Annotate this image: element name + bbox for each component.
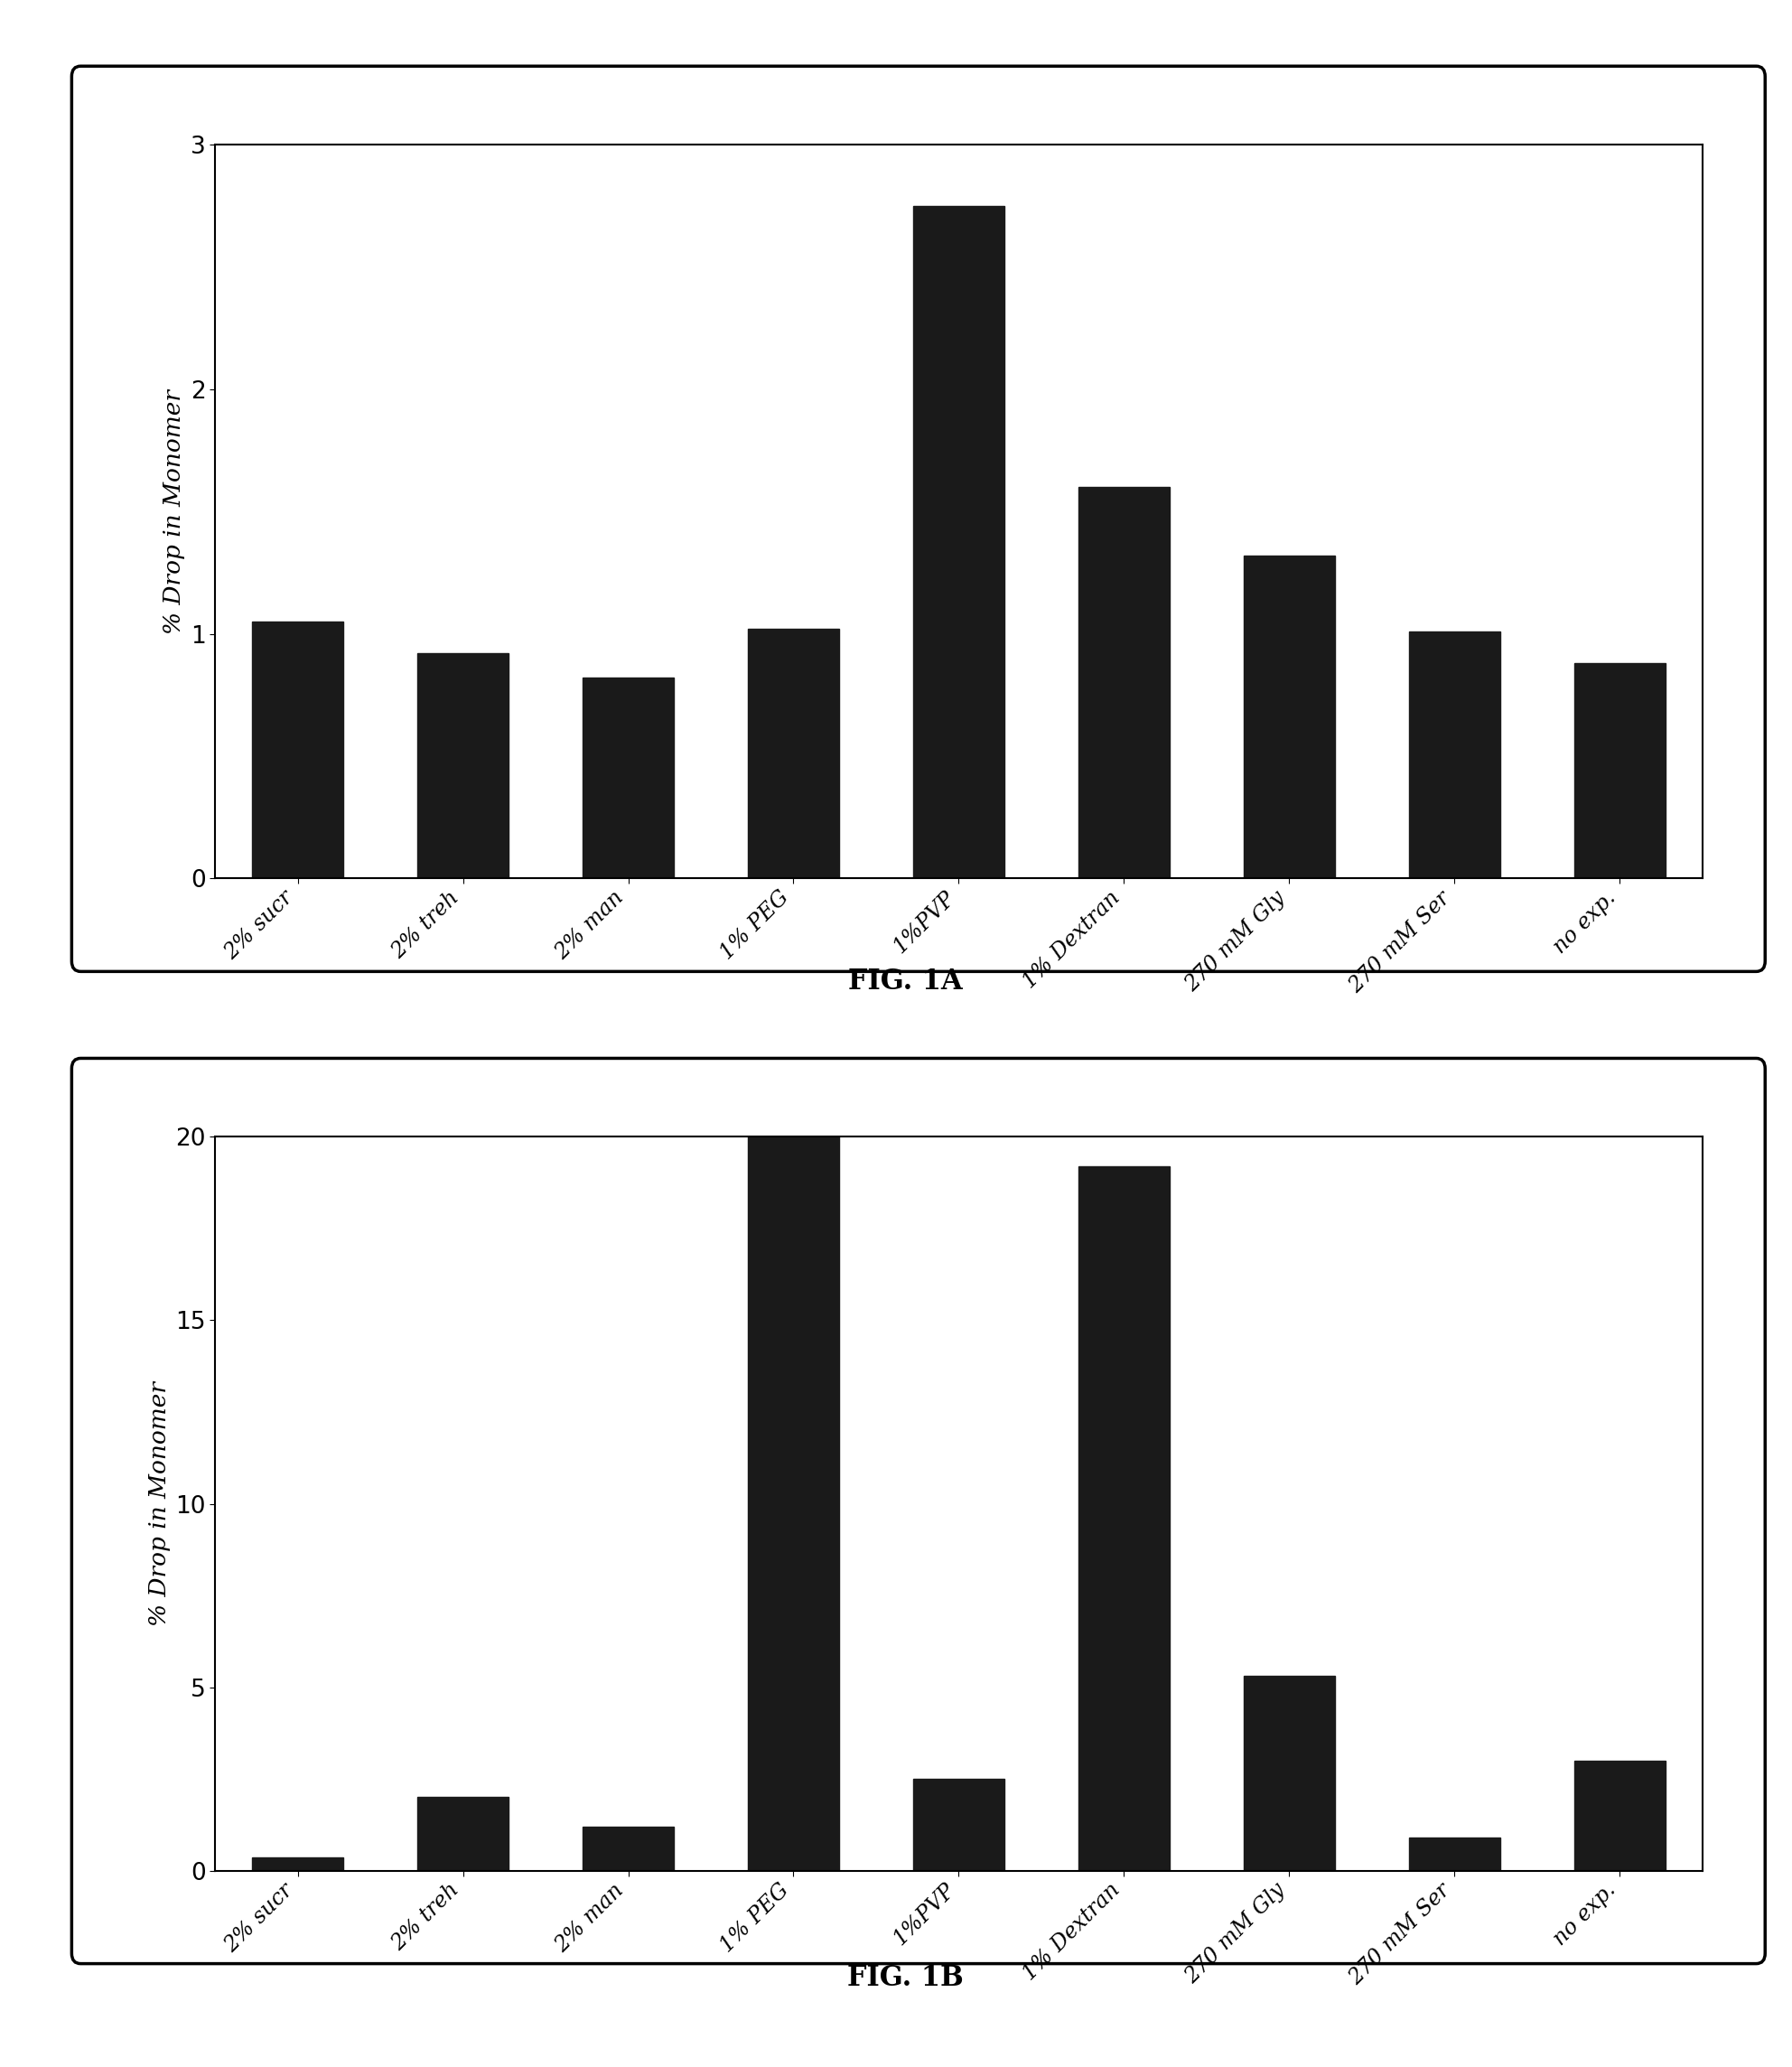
Y-axis label: % Drop in Monomer: % Drop in Monomer: [147, 1381, 170, 1627]
Bar: [1079, 1166, 1170, 1871]
Bar: [253, 622, 342, 878]
Y-axis label: % Drop in Monomer: % Drop in Monomer: [163, 389, 186, 635]
Bar: [253, 1858, 342, 1871]
Bar: [418, 1796, 509, 1871]
Bar: [747, 628, 839, 878]
Text: FIG. 1A: FIG. 1A: [848, 967, 962, 996]
Bar: [1079, 488, 1170, 878]
Bar: [1575, 664, 1665, 878]
Bar: [582, 1827, 674, 1871]
Bar: [1244, 556, 1335, 878]
Bar: [1575, 1761, 1665, 1871]
Bar: [418, 653, 509, 878]
Bar: [1409, 1838, 1500, 1871]
Bar: [1409, 630, 1500, 878]
Bar: [914, 1780, 1004, 1871]
Bar: [747, 1127, 839, 1871]
Bar: [1244, 1676, 1335, 1871]
Bar: [582, 678, 674, 878]
Bar: [914, 207, 1004, 878]
Text: FIG. 1B: FIG. 1B: [848, 1964, 962, 1993]
